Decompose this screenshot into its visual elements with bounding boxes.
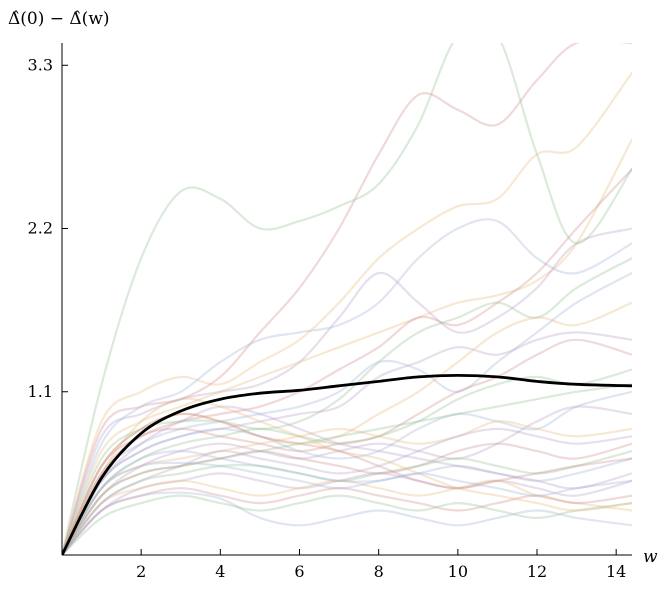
x-tick-label: 6	[294, 562, 304, 581]
series-line-30	[62, 427, 632, 555]
series-layer	[62, 43, 632, 555]
series-line-1	[62, 43, 632, 555]
series-line-15	[62, 405, 632, 555]
series-line-12	[62, 338, 632, 555]
x-tick-label: 10	[448, 562, 468, 581]
series-line-18	[62, 450, 632, 555]
series-line-20	[62, 472, 632, 555]
series-line-5	[62, 227, 632, 555]
series-line-23	[62, 494, 632, 555]
x-ticks: 2 4 6 8 10 12 14	[136, 549, 626, 581]
series-line-17	[62, 442, 632, 555]
y-tick-label: 1.1	[28, 382, 53, 401]
y-tick-label: 3.3	[28, 55, 53, 74]
series-line-7	[62, 168, 632, 555]
series-line-8	[62, 257, 632, 555]
series-line-14	[62, 390, 632, 555]
x-tick-label: 2	[136, 562, 146, 581]
series-line-22	[62, 487, 632, 555]
series-line-19	[62, 457, 632, 555]
series-line-10	[62, 331, 632, 555]
x-tick-label: 14	[606, 562, 626, 581]
series-line-2	[62, 43, 632, 555]
series-line-25	[62, 405, 632, 555]
x-tick-label: 8	[374, 562, 384, 581]
y-ticks: 1.1 2.2 3.3	[28, 55, 68, 401]
series-line-4	[62, 218, 632, 555]
mean-layer	[62, 374, 632, 555]
y-axis-title: Δ̂(0) − Δ̂(w)	[8, 9, 110, 29]
series-line-6	[62, 138, 632, 555]
series-line-13	[62, 368, 632, 555]
series-line-16	[62, 420, 632, 555]
mean-series-line	[62, 374, 632, 555]
series-line-9	[62, 271, 632, 555]
series-line-11	[62, 301, 632, 555]
series-line-26	[62, 397, 632, 555]
series-line-29	[62, 383, 632, 555]
x-tick-label: 12	[527, 562, 547, 581]
series-line-3	[62, 71, 632, 555]
x-tick-label: 4	[215, 562, 225, 581]
x-axis-title: w	[643, 547, 658, 567]
series-line-27	[62, 412, 632, 555]
series-line-24	[62, 491, 632, 555]
series-line-28	[62, 450, 632, 555]
series-line-21	[62, 479, 632, 555]
y-tick-label: 2.2	[28, 219, 53, 238]
